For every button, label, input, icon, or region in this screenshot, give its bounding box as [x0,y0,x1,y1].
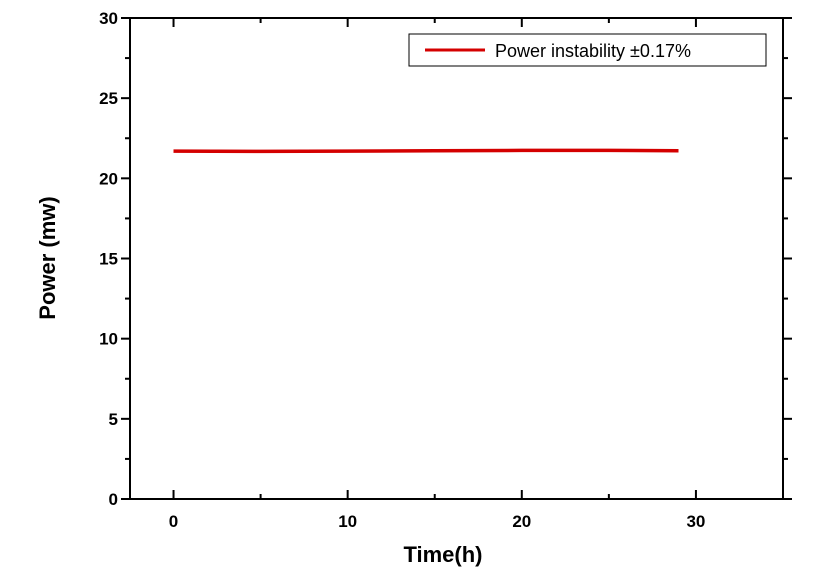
x-axis-title: Time(h) [403,542,482,567]
y-tick-label: 30 [99,9,118,28]
x-tick-label: 30 [686,512,705,531]
y-axis-ticks: 0 5 10 15 20 25 30 [99,9,792,509]
x-tick-label: 0 [169,512,178,531]
x-tick-label: 20 [512,512,531,531]
y-tick-label: 5 [109,410,118,429]
y-axis-title: Power (mw) [35,196,60,319]
y-tick-label: 0 [109,490,118,509]
legend-box [408,33,767,67]
series-layer [173,148,679,154]
legend: Power instability ±0.17% [408,33,767,67]
plot-frame [129,17,784,500]
y-tick-label: 15 [99,250,118,269]
x-tick-label: 10 [338,512,357,531]
y-tick-label: 25 [99,89,118,108]
y-tick-label: 20 [99,169,118,188]
y-tick-label: 10 [99,330,118,349]
legend-label: Power instability ±0.17% [495,41,691,61]
series-line-0 [173,148,679,154]
x-axis-ticks: 0 10 20 30 [169,18,784,531]
